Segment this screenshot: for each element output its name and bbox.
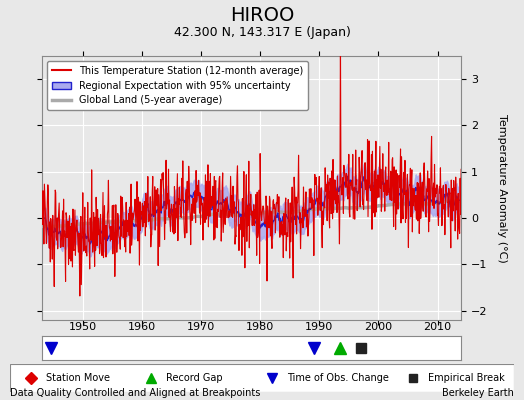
Text: 1960: 1960 bbox=[128, 322, 156, 332]
Text: Station Move: Station Move bbox=[46, 373, 110, 383]
Text: Record Gap: Record Gap bbox=[167, 373, 223, 383]
Text: Empirical Break: Empirical Break bbox=[428, 373, 505, 383]
Text: Time of Obs. Change: Time of Obs. Change bbox=[287, 373, 389, 383]
Text: HIROO: HIROO bbox=[230, 6, 294, 25]
Y-axis label: Temperature Anomaly (°C): Temperature Anomaly (°C) bbox=[497, 114, 507, 262]
Text: 1950: 1950 bbox=[69, 322, 97, 332]
Legend: This Temperature Station (12-month average), Regional Expectation with 95% uncer: This Temperature Station (12-month avera… bbox=[47, 61, 308, 110]
Text: 1970: 1970 bbox=[187, 322, 215, 332]
Text: Data Quality Controlled and Aligned at Breakpoints: Data Quality Controlled and Aligned at B… bbox=[10, 388, 261, 398]
Text: 1990: 1990 bbox=[305, 322, 334, 332]
Text: 42.300 N, 143.317 E (Japan): 42.300 N, 143.317 E (Japan) bbox=[173, 26, 351, 39]
Text: 2010: 2010 bbox=[423, 322, 452, 332]
Text: 2000: 2000 bbox=[364, 322, 392, 332]
Text: 1980: 1980 bbox=[246, 322, 275, 332]
Text: Berkeley Earth: Berkeley Earth bbox=[442, 388, 514, 398]
